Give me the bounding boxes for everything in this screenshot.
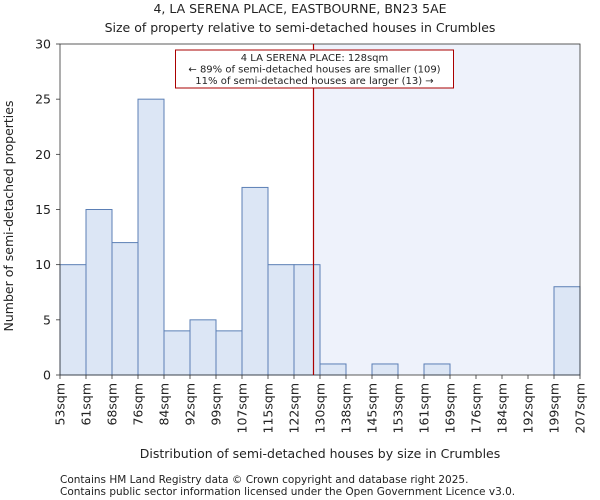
x-tick-label-53sqm: 53sqm bbox=[53, 383, 68, 426]
x-tick-label-122sqm: 122sqm bbox=[287, 383, 302, 433]
x-tick-label-145sqm: 145sqm bbox=[365, 383, 380, 433]
bar-130sqm bbox=[319, 363, 347, 376]
x-tick-label-184sqm: 184sqm bbox=[495, 383, 510, 433]
x-tick-label-138sqm: 138sqm bbox=[339, 383, 354, 433]
y-tick-label-0: 0 bbox=[43, 368, 51, 383]
annotation-box bbox=[175, 49, 454, 89]
bar-92sqm bbox=[189, 319, 217, 376]
x-tick-label-115sqm: 115sqm bbox=[261, 383, 276, 433]
bar-115sqm bbox=[267, 264, 295, 376]
bar-161sqm bbox=[423, 363, 451, 376]
chart-title-line2: Size of property relative to semi-detach… bbox=[105, 20, 496, 35]
chart-title-line1: 4, LA SERENA PLACE, EASTBOURNE, BN23 5AE bbox=[153, 1, 446, 16]
x-tick-label-207sqm: 207sqm bbox=[573, 383, 588, 433]
footer-line2: Contains public sector information licen… bbox=[60, 486, 515, 498]
x-tick-label-199sqm: 199sqm bbox=[547, 383, 562, 433]
x-tick-label-68sqm: 68sqm bbox=[105, 383, 120, 426]
x-tick-label-107sqm: 107sqm bbox=[235, 383, 250, 433]
bar-68sqm bbox=[111, 242, 139, 376]
x-tick-label-130sqm: 130sqm bbox=[313, 383, 328, 433]
bar-76sqm bbox=[137, 98, 165, 376]
annotation-line2: ← 89% of semi-detached houses are smalle… bbox=[188, 65, 440, 76]
y-tick-label-30: 30 bbox=[35, 37, 51, 52]
bar-122sqm bbox=[293, 264, 321, 376]
bar-107sqm bbox=[241, 186, 269, 376]
x-tick-label-169sqm: 169sqm bbox=[443, 383, 458, 433]
y-tick-label-5: 5 bbox=[43, 312, 51, 327]
y-tick-label-25: 25 bbox=[35, 92, 51, 107]
x-tick-label-99sqm: 99sqm bbox=[209, 383, 224, 426]
bar-61sqm bbox=[85, 209, 113, 376]
x-tick-label-76sqm: 76sqm bbox=[131, 383, 146, 426]
x-tick-label-92sqm: 92sqm bbox=[183, 383, 198, 426]
y-tick-label-10: 10 bbox=[35, 257, 51, 272]
x-tick-label-153sqm: 153sqm bbox=[391, 383, 406, 433]
y-tick-label-20: 20 bbox=[35, 147, 51, 162]
x-tick-label-192sqm: 192sqm bbox=[521, 383, 536, 433]
larger-region-highlight bbox=[313, 44, 580, 375]
bar-199sqm bbox=[553, 286, 581, 376]
bar-53sqm bbox=[59, 264, 87, 376]
x-tick-label-61sqm: 61sqm bbox=[79, 383, 94, 426]
x-tick-label-161sqm: 161sqm bbox=[417, 383, 432, 433]
bar-145sqm bbox=[371, 363, 399, 376]
x-axis-label: Distribution of semi-detached houses by … bbox=[140, 446, 501, 461]
bar-99sqm bbox=[215, 330, 243, 376]
y-axis-label: Number of semi-detached properties bbox=[1, 101, 16, 332]
x-tick-label-176sqm: 176sqm bbox=[469, 383, 484, 433]
footer-line1: Contains HM Land Registry data © Crown c… bbox=[60, 474, 468, 486]
bar-84sqm bbox=[163, 330, 191, 376]
annotation-line3: 11% of semi-detached houses are larger (… bbox=[195, 76, 433, 87]
annotation-line1: 4 LA SERENA PLACE: 128sqm bbox=[241, 53, 389, 64]
y-tick-label-15: 15 bbox=[35, 202, 51, 217]
x-tick-label-84sqm: 84sqm bbox=[157, 383, 172, 426]
plot-area: 0 5 10 15 20 25 30 53sqm 61sqm 68sqm 76sqm 84sqm 92s… bbox=[35, 37, 587, 434]
